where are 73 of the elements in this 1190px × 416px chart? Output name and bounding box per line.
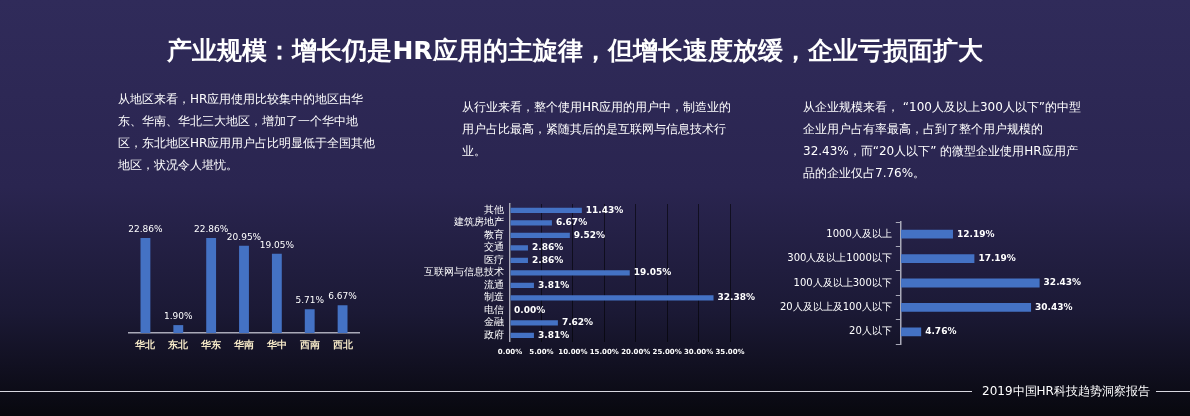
- y-tick-label: 政府: [484, 328, 504, 340]
- y-tick-label: 电信: [484, 303, 504, 315]
- bar: [510, 207, 582, 213]
- y-tick-label: 100人及以上300以下: [793, 276, 892, 288]
- data-label: 6.67%: [555, 217, 588, 228]
- y-tick-label: 金融: [484, 316, 504, 328]
- y-tick-label: 制造: [484, 291, 504, 303]
- bar: [900, 303, 1032, 312]
- data-label: 0.00%: [514, 304, 546, 315]
- data-label: 9.52%: [573, 229, 606, 240]
- chart-subtitle: 从行业来看，整个使用HR应用的用户中，制造业的用户占比最高，紧随其后的是互联网与信息技术行业。: [462, 99, 733, 160]
- y-tick-label: 医疗: [484, 253, 504, 265]
- data-label: 17.19%: [978, 252, 1016, 263]
- x-tick-label: 华中: [265, 338, 287, 350]
- bar: [239, 245, 249, 333]
- bar: [173, 325, 184, 333]
- data-label: 19.05%: [633, 267, 672, 278]
- bar: [337, 305, 348, 333]
- bar: [900, 254, 975, 263]
- bar: [510, 332, 534, 338]
- data-label: 22.86%: [128, 223, 164, 234]
- y-tick-label: 交通: [484, 241, 504, 253]
- chart-subtitle: 从企业规模来看， “100人及以上300人以下”的中型企业用户占有率最高，占到了整个用户规模的32.43%，而“20人以下” 的微型企业使用HR应用产品的企业仅占7.76%。: [803, 99, 1083, 182]
- y-tick-label: 1000人及以上: [826, 227, 892, 239]
- bar: [271, 253, 282, 333]
- bar: [140, 237, 151, 333]
- y-tick-label: 建筑房地产: [453, 216, 504, 228]
- y-tick-label: 20人及以上及100人以下: [780, 300, 892, 312]
- bar: [900, 229, 953, 239]
- data-label: 12.19%: [956, 228, 995, 239]
- data-label: 19.05%: [259, 239, 295, 250]
- bar: [900, 327, 922, 337]
- bar: [510, 295, 714, 301]
- bar: [206, 237, 217, 333]
- x-tick-label: 西南: [298, 338, 320, 350]
- data-label: 6.67%: [328, 291, 358, 302]
- data-label: 7.62%: [561, 317, 594, 328]
- y-tick-label: 20人以下: [849, 325, 892, 337]
- data-label: 32.43%: [1043, 277, 1082, 288]
- data-label: 30.43%: [1035, 301, 1073, 312]
- bar: [510, 320, 558, 326]
- bar: [510, 270, 630, 276]
- bar: [510, 232, 570, 238]
- x-tick-label: 华东: [200, 338, 222, 350]
- data-label: 2.86%: [531, 254, 564, 265]
- bar: [510, 220, 552, 226]
- y-tick-label: 教育: [484, 228, 504, 240]
- data-label: 4.76%: [925, 326, 957, 337]
- x-tick-label: 东北: [167, 338, 190, 350]
- data-label: 32.38%: [717, 292, 756, 303]
- bar: [900, 278, 1040, 288]
- y-tick-label: 其他: [484, 203, 504, 215]
- x-tick-label: 华南: [233, 338, 254, 350]
- data-label: 5.71%: [295, 295, 325, 306]
- data-label: 11.43%: [585, 204, 624, 215]
- chart-subtitle: 从地区来看，HR应用使用比较集中的地区由华东、华南、华北三大地区，增加了一个华中地区，东北地区HR应用用户占比明显低于全国其他地区，状况令人堪忧。: [118, 91, 377, 174]
- bar: [304, 309, 315, 333]
- y-tick-label: 互联网与信息技术: [424, 266, 504, 278]
- x-tick-label: 华北: [134, 338, 157, 350]
- bar: [510, 245, 528, 251]
- x-tick-label: 西北: [331, 338, 354, 350]
- data-label: 20.95%: [226, 231, 262, 242]
- bar: [510, 282, 534, 288]
- text: 产业规模：增长仍是HR应用的主旋律，但增长速度放缓，企业亏损面扩大: [166, 35, 984, 67]
- data-label: 3.81%: [537, 329, 570, 340]
- data-label: 1.90%: [163, 310, 194, 321]
- y-tick-label: 300人及以上1000以下: [787, 252, 892, 264]
- bar: [510, 257, 528, 263]
- text: 2019中国HR科技趋势洞察报告: [982, 384, 1150, 398]
- data-label: 3.81%: [537, 279, 570, 290]
- y-tick-label: 流通: [484, 278, 504, 290]
- data-label: 22.86%: [193, 223, 229, 234]
- data-label: 2.86%: [531, 242, 564, 253]
